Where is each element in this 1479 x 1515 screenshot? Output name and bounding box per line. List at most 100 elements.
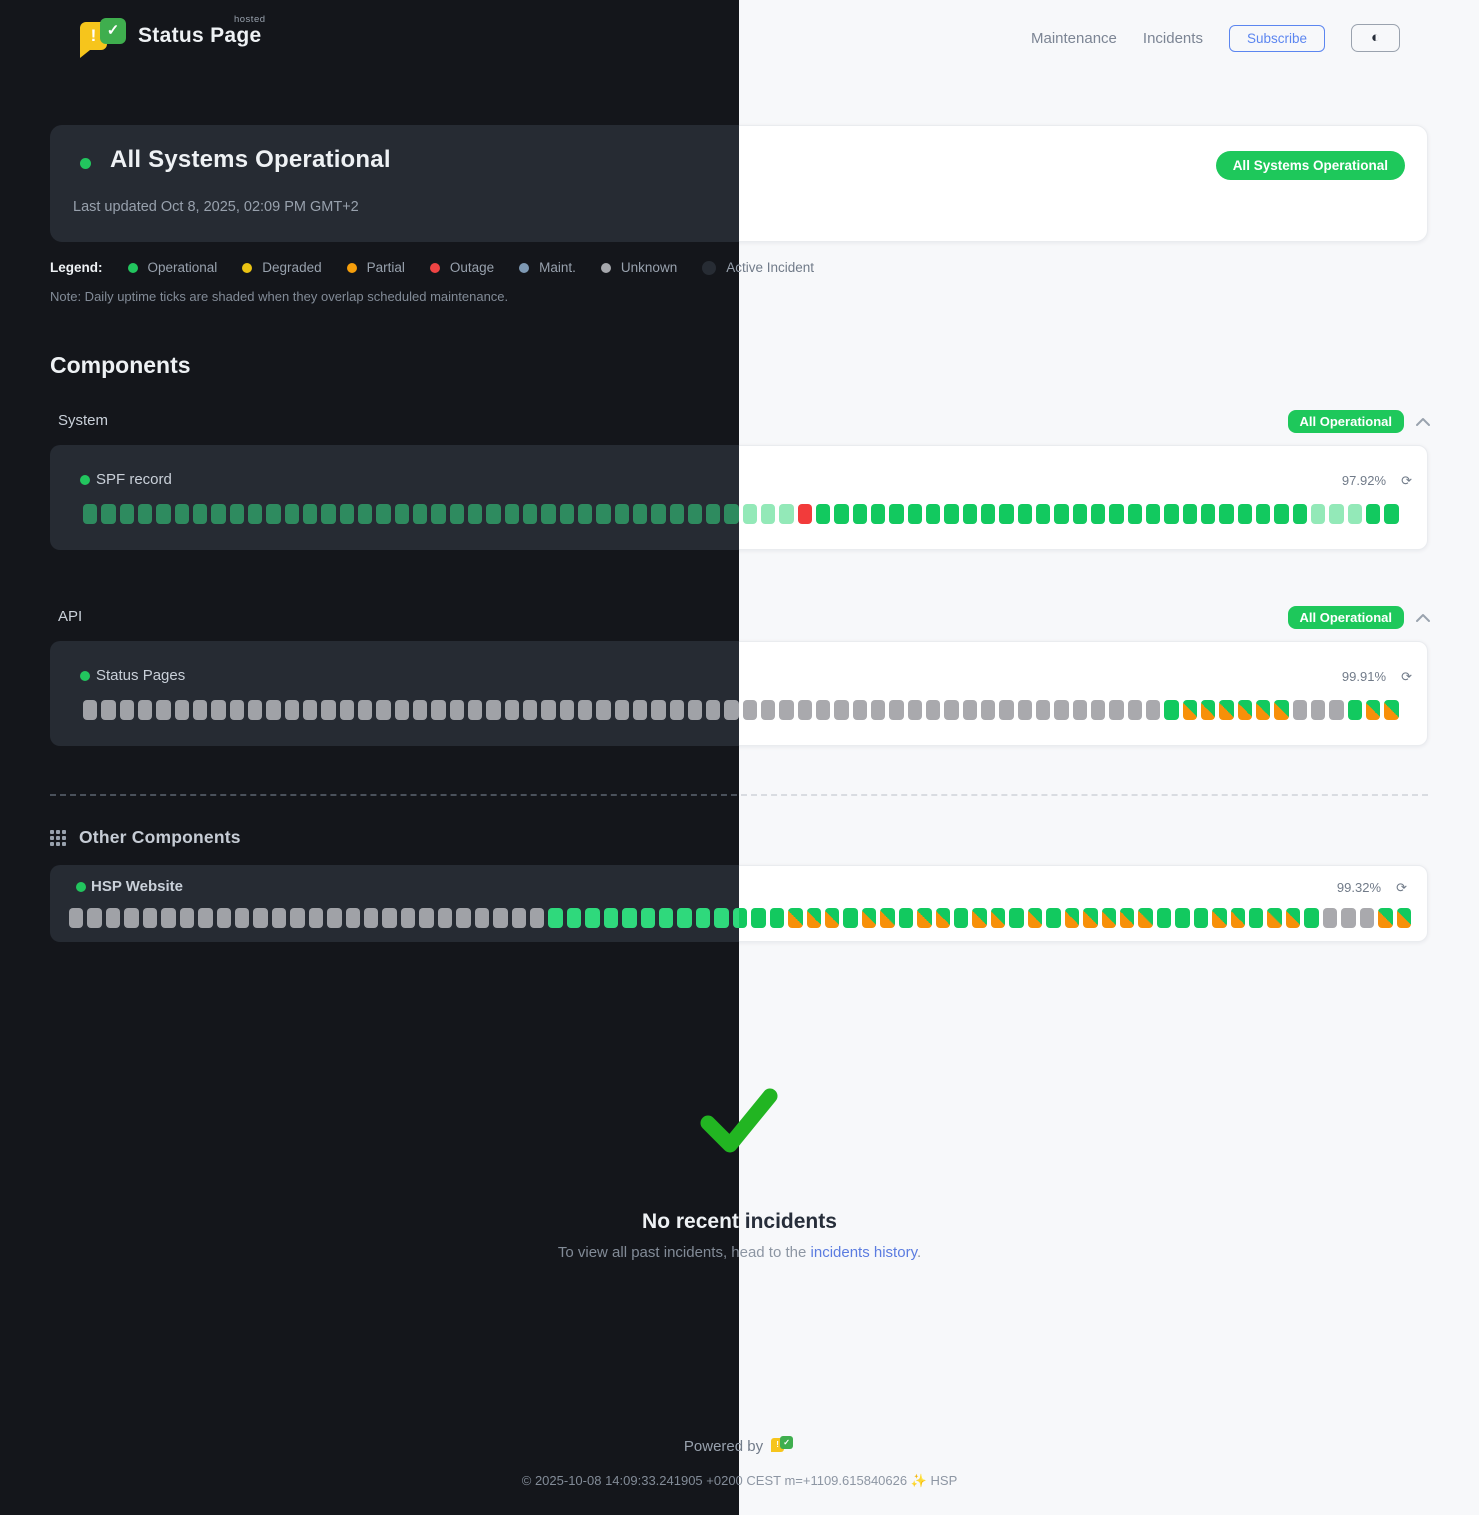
uptime-tick[interactable]	[522, 504, 538, 524]
uptime-tick[interactable]	[400, 908, 416, 928]
uptime-tick[interactable]	[137, 504, 153, 524]
uptime-tick[interactable]	[1329, 700, 1344, 720]
uptime-tick[interactable]	[659, 908, 674, 928]
uptime-tick[interactable]	[327, 908, 342, 928]
uptime-tick[interactable]	[614, 700, 629, 720]
uptime-tick[interactable]	[622, 908, 637, 928]
uptime-tick[interactable]	[972, 908, 987, 928]
uptime-tick[interactable]	[603, 908, 619, 928]
uptime-tick[interactable]	[797, 504, 813, 524]
uptime-tick[interactable]	[926, 700, 941, 720]
uptime-tick[interactable]	[577, 504, 593, 524]
uptime-tick[interactable]	[548, 908, 563, 928]
theme-toggle-button[interactable]: ◐	[1351, 24, 1400, 52]
uptime-tick[interactable]	[69, 908, 84, 928]
uptime-tick[interactable]	[1119, 908, 1135, 928]
uptime-tick[interactable]	[394, 700, 409, 720]
uptime-tick[interactable]	[944, 700, 959, 720]
uptime-tick[interactable]	[797, 700, 813, 720]
uptime-tick[interactable]	[880, 908, 895, 928]
uptime-tick[interactable]	[1341, 908, 1356, 928]
uptime-tick[interactable]	[999, 700, 1014, 720]
uptime-tick[interactable]	[761, 504, 776, 524]
uptime-tick[interactable]	[1249, 908, 1264, 928]
uptime-tick[interactable]	[357, 700, 373, 720]
uptime-tick[interactable]	[724, 700, 739, 720]
uptime-tick[interactable]	[1146, 504, 1161, 524]
uptime-tick[interactable]	[577, 700, 593, 720]
uptime-tick[interactable]	[174, 504, 189, 524]
uptime-tick[interactable]	[585, 908, 600, 928]
uptime-tick[interactable]	[522, 700, 538, 720]
uptime-tick[interactable]	[706, 504, 721, 524]
uptime-tick[interactable]	[83, 700, 98, 720]
uptime-tick[interactable]	[852, 504, 868, 524]
uptime-tick[interactable]	[1237, 504, 1252, 524]
uptime-tick[interactable]	[898, 908, 914, 928]
uptime-tick[interactable]	[1322, 908, 1338, 928]
uptime-tick[interactable]	[1083, 908, 1098, 928]
uptime-tick[interactable]	[1219, 700, 1234, 720]
uptime-tick[interactable]	[651, 700, 666, 720]
uptime-tick[interactable]	[1182, 504, 1198, 524]
uptime-tick[interactable]	[1292, 504, 1307, 524]
uptime-tick[interactable]	[412, 700, 428, 720]
uptime-tick[interactable]	[596, 700, 611, 720]
uptime-tick[interactable]	[449, 700, 464, 720]
uptime-tick[interactable]	[456, 908, 471, 928]
uptime-tick[interactable]	[1292, 700, 1307, 720]
uptime-tick[interactable]	[981, 504, 996, 524]
uptime-tick[interactable]	[871, 504, 886, 524]
uptime-tick[interactable]	[1347, 700, 1362, 720]
refresh-icon[interactable]: ⟳	[1401, 669, 1412, 684]
chevron-up-icon[interactable]	[1414, 414, 1432, 430]
status-page-mini-logo-icon[interactable]: !✓	[771, 1436, 795, 1454]
uptime-tick[interactable]	[1274, 700, 1289, 720]
uptime-tick[interactable]	[907, 504, 923, 524]
nav-incidents[interactable]: Incidents	[1142, 29, 1203, 47]
uptime-tick[interactable]	[1146, 700, 1161, 720]
uptime-tick[interactable]	[1156, 908, 1172, 928]
uptime-tick[interactable]	[779, 700, 794, 720]
uptime-tick[interactable]	[271, 908, 287, 928]
uptime-tick[interactable]	[1091, 504, 1106, 524]
uptime-tick[interactable]	[290, 908, 305, 928]
uptime-tick[interactable]	[1201, 504, 1216, 524]
uptime-tick[interactable]	[364, 908, 379, 928]
uptime-tick[interactable]	[1054, 700, 1069, 720]
uptime-tick[interactable]	[1091, 700, 1106, 720]
uptime-tick[interactable]	[1230, 908, 1245, 928]
uptime-tick[interactable]	[474, 908, 490, 928]
uptime-tick[interactable]	[105, 908, 121, 928]
uptime-tick[interactable]	[706, 700, 721, 720]
uptime-tick[interactable]	[926, 504, 941, 524]
uptime-tick[interactable]	[742, 700, 758, 720]
uptime-tick[interactable]	[954, 908, 969, 928]
uptime-tick[interactable]	[284, 700, 299, 720]
uptime-tick[interactable]	[1347, 504, 1362, 524]
uptime-tick[interactable]	[504, 504, 519, 524]
uptime-tick[interactable]	[596, 504, 611, 524]
uptime-tick[interactable]	[852, 700, 868, 720]
uptime-tick[interactable]	[1036, 504, 1051, 524]
uptime-tick[interactable]	[253, 908, 268, 928]
uptime-tick[interactable]	[739, 908, 748, 928]
uptime-tick[interactable]	[394, 504, 409, 524]
uptime-tick[interactable]	[1193, 908, 1209, 928]
uptime-tick[interactable]	[1219, 504, 1234, 524]
uptime-tick[interactable]	[174, 700, 189, 720]
uptime-tick[interactable]	[816, 504, 831, 524]
uptime-tick[interactable]	[1329, 504, 1344, 524]
uptime-tick[interactable]	[1256, 700, 1271, 720]
uptime-tick[interactable]	[1017, 504, 1033, 524]
uptime-tick[interactable]	[935, 908, 950, 928]
uptime-tick[interactable]	[751, 908, 766, 928]
uptime-tick[interactable]	[1127, 504, 1143, 524]
uptime-tick[interactable]	[889, 504, 904, 524]
uptime-tick[interactable]	[1384, 700, 1399, 720]
uptime-tick[interactable]	[1365, 504, 1381, 524]
uptime-tick[interactable]	[1027, 908, 1043, 928]
uptime-tick[interactable]	[541, 504, 556, 524]
uptime-tick[interactable]	[156, 700, 171, 720]
uptime-tick[interactable]	[834, 700, 849, 720]
